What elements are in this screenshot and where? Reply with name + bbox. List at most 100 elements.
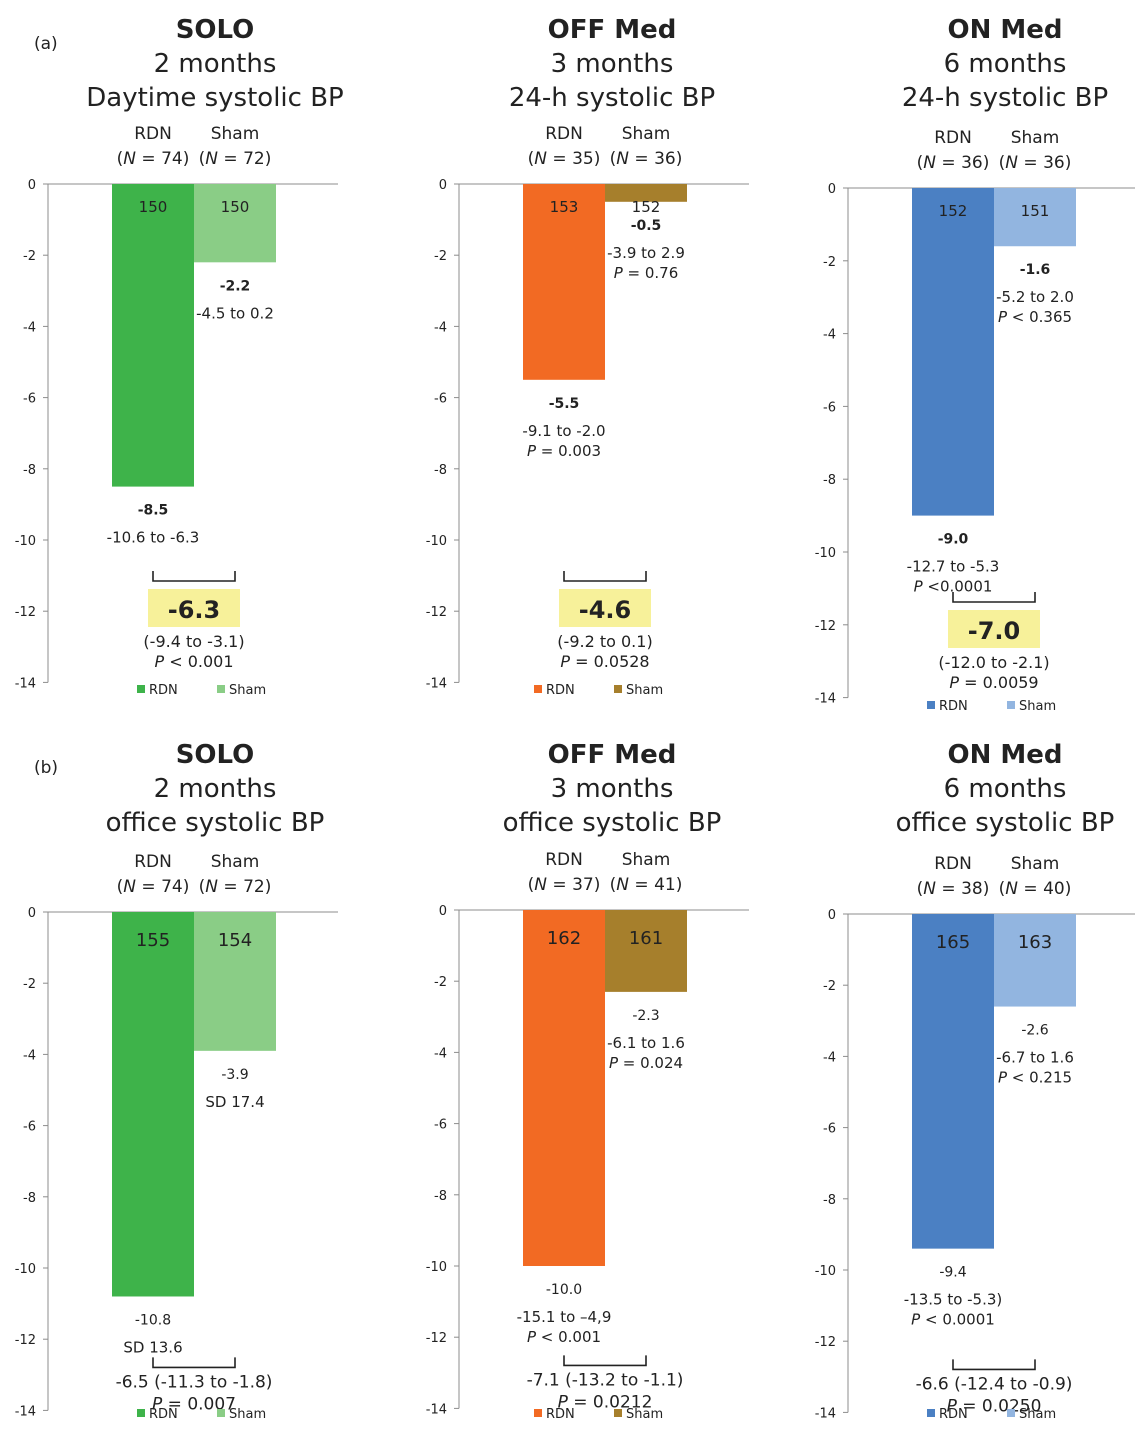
chart-2-y-tick-label-5: -8 — [434, 463, 447, 478]
chart-6-y-tick-label-8: -14 — [815, 1406, 836, 1421]
chart-1-n-label-2: (N = 72) — [199, 149, 272, 169]
chart-5-category-2: Sham — [622, 850, 671, 870]
chart-2-legend-label-rdn: RDN — [546, 683, 575, 698]
chart-4-legend-swatch-rdn — [137, 1409, 145, 1417]
chart-2-legend-swatch-rdn — [534, 685, 542, 693]
chart-6-y-tick-label-3: -4 — [823, 1050, 836, 1065]
chart-3-ci-label-2-2: P < 0.365 — [998, 308, 1072, 326]
chart-2-subtitle-1: 3 months — [551, 49, 674, 79]
chart-5-n-label-2: (N = 41) — [610, 875, 683, 895]
chart-5-y-tick-label-2: -2 — [434, 975, 447, 990]
chart-2-y-tick-label-7: -12 — [426, 605, 447, 620]
chart-6-y-tick-label-7: -12 — [815, 1335, 836, 1350]
chart-4-y-tick-label-4: -6 — [23, 1120, 36, 1135]
panel-label-b: (b) — [34, 758, 59, 778]
chart-4-value-label-1: -10.8 — [135, 1312, 171, 1328]
chart-3-legend-swatch-sham — [1007, 701, 1015, 709]
chart-4-category-2: Sham — [211, 852, 260, 872]
chart-2-bar-rdn — [523, 184, 605, 380]
chart-5-y-tick-label-6: -10 — [426, 1260, 447, 1275]
chart-6-y-tick-label-5: -8 — [823, 1193, 836, 1208]
chart-3-y-tick-label-7: -12 — [815, 619, 836, 634]
chart-5-y-tick-label-1: 0 — [439, 904, 447, 919]
chart-1-y-tick-label-8: -14 — [15, 676, 36, 691]
chart-6-subtitle-1: 6 months — [944, 774, 1067, 804]
chart-5-y-tick-label-4: -6 — [434, 1118, 447, 1133]
chart-6-baseline-label-1: 165 — [936, 932, 970, 953]
chart-4-legend-label-sham: Sham — [229, 1407, 266, 1422]
chart-3-legend-label-sham: Sham — [1019, 699, 1056, 714]
chart-1-ci-label-1-1: -10.6 to -6.3 — [107, 529, 200, 547]
chart-1-baseline-label-1: 150 — [139, 198, 168, 216]
chart-1-difference-highlight — [148, 589, 240, 627]
chart-5-difference-bracket — [563, 1355, 647, 1367]
chart-2-bar-sham — [605, 184, 687, 202]
chart-3-difference-highlight — [948, 610, 1040, 648]
chart-6-legend-swatch-rdn — [927, 1409, 935, 1417]
chart-4-y-tick-label-5: -8 — [23, 1191, 36, 1206]
chart-2-difference-p: P = 0.0528 — [560, 652, 649, 671]
chart-4-y-tick-label-1: 0 — [28, 906, 36, 921]
chart-3-bar-rdn — [912, 188, 994, 516]
chart-1-category-2: Sham — [211, 124, 260, 144]
chart-3-y-tick-label-5: -8 — [823, 473, 836, 488]
chart-3-baseline-label-2: 151 — [1021, 202, 1050, 220]
chart-3-ci-label-2-1: -5.2 to 2.0 — [996, 288, 1074, 306]
chart-2-ci-label-1-2: P = 0.003 — [527, 442, 601, 460]
chart-6-n-label-1: (N = 38) — [917, 879, 990, 899]
chart-1-subtitle-2: Daytime systolic BP — [86, 83, 343, 113]
chart-2-legend-label-sham: Sham — [626, 683, 663, 698]
chart-3-category-2: Sham — [1011, 128, 1060, 148]
chart-2-n-label-2: (N = 36) — [610, 149, 683, 169]
chart-4-ci-label-2-1: SD 17.4 — [205, 1093, 264, 1111]
chart-6-title: ON Med — [947, 740, 1062, 770]
chart-5-y-tick-label-3: -4 — [434, 1046, 447, 1061]
chart-5-difference-value: -7.1 (-13.2 to -1.1) — [527, 1370, 684, 1390]
chart-2-ci-label-2-1: -3.9 to 2.9 — [607, 244, 685, 262]
chart-2-difference-ci: (-9.2 to 0.1) — [557, 632, 652, 651]
panel-label-a: (a) — [34, 34, 58, 54]
chart-3-y-tick-label-3: -4 — [823, 328, 836, 343]
chart-4-y-tick-label-2: -2 — [23, 977, 36, 992]
chart-3-legend-swatch-rdn — [927, 701, 935, 709]
chart-6-legend-swatch-sham — [1007, 1409, 1015, 1417]
chart-4-y-tick-label-3: -4 — [23, 1048, 36, 1063]
chart-1-difference-bracket — [152, 571, 236, 582]
chart-1-category-1: RDN — [134, 124, 172, 144]
chart-2-legend-swatch-sham — [614, 685, 622, 693]
chart-2-category-2: Sham — [622, 124, 671, 144]
chart-2-difference-highlight — [559, 589, 651, 627]
chart-3-difference-ci: (-12.0 to -2.1) — [938, 653, 1049, 672]
chart-5-y-tick-label-5: -8 — [434, 1189, 447, 1204]
chart-1-legend-swatch-sham — [217, 685, 225, 693]
chart-4-legend-swatch-sham — [217, 1409, 225, 1417]
chart-6-legend-label-sham: Sham — [1019, 1407, 1056, 1422]
chart-3-category-1: RDN — [934, 128, 972, 148]
chart-2-y-tick-label-1: 0 — [439, 178, 447, 193]
chart-1-y-tick-label-2: -2 — [23, 249, 36, 264]
chart-4-y-tick-label-8: -14 — [15, 1404, 36, 1419]
chart-5-ci-label-1-2: P < 0.001 — [527, 1328, 601, 1346]
chart-4-baseline-label-1: 155 — [136, 930, 170, 951]
chart-4-title: SOLO — [176, 740, 255, 770]
chart-6-y-tick-label-1: 0 — [828, 908, 836, 923]
chart-5-legend-label-sham: Sham — [626, 1407, 663, 1422]
chart-6-baseline-label-2: 163 — [1018, 932, 1052, 953]
chart-6-difference-value: -6.6 (-12.4 to -0.9) — [916, 1374, 1073, 1394]
chart-6-legend-label-rdn: RDN — [939, 1407, 968, 1422]
chart-3-legend-label-rdn: RDN — [939, 699, 968, 714]
chart-1-y-tick-label-1: 0 — [28, 178, 36, 193]
chart-1-legend-label-rdn: RDN — [149, 683, 178, 698]
chart-2-value-label-1: -5.5 — [549, 396, 580, 412]
chart-1-y-tick-label-4: -6 — [23, 392, 36, 407]
chart-6-value-label-1: -9.4 — [939, 1265, 966, 1281]
chart-6-bar-sham — [994, 914, 1076, 1007]
chart-5-subtitle-2: office systolic BP — [503, 808, 722, 838]
chart-3-baseline-label-1: 152 — [939, 202, 968, 220]
chart-5-value-label-1: -10.0 — [546, 1282, 582, 1298]
chart-3-subtitle-2: 24-h systolic BP — [902, 83, 1108, 113]
chart-5-n-label-1: (N = 37) — [528, 875, 601, 895]
chart-2-y-tick-label-2: -2 — [434, 249, 447, 264]
chart-4-baseline-label-2: 154 — [218, 930, 252, 951]
